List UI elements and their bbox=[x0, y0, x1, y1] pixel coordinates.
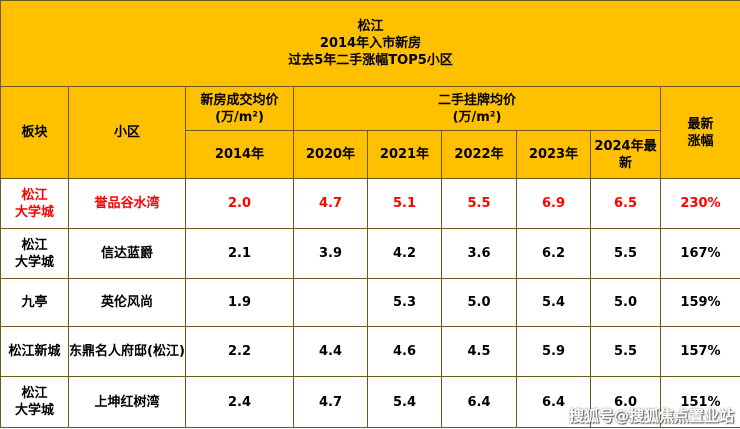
row-community: 誉品谷水湾 bbox=[68, 178, 186, 229]
title-line-1: 松江 bbox=[357, 19, 384, 34]
row-price-2014: 2.2 bbox=[185, 326, 294, 377]
row-price-2024: 5.5 bbox=[590, 326, 661, 377]
row-growth: 157% bbox=[659, 326, 740, 377]
row-price-2014: 2.1 bbox=[185, 228, 294, 279]
header-new-price-label: 新房成交均价 bbox=[200, 92, 279, 108]
header-year-2022: 2022年 bbox=[441, 130, 517, 179]
row-price-2021: 4.6 bbox=[367, 326, 442, 377]
header-second-price: 二手挂牌均价 (万/m²) bbox=[293, 86, 661, 131]
row-price-2022: 5.5 bbox=[441, 178, 517, 229]
row-price-2024: 6.5 bbox=[590, 178, 661, 229]
row-growth: 159% bbox=[659, 278, 740, 327]
table-title: 松江 2014年入市新房 过去5年二手涨幅TOP5小区 bbox=[0, 0, 740, 87]
row-price-2023: 6.9 bbox=[516, 178, 591, 229]
row-price-2022: 5.0 bbox=[441, 278, 517, 327]
table-row: 松江新城 东鼎名人府邸(松江) 2.2 4.4 4.6 4.5 5.9 5.5 … bbox=[0, 326, 740, 377]
table-row: 松江 大学城 誉品谷水湾 2.0 4.7 5.1 5.5 6.9 6.5 230… bbox=[0, 178, 740, 229]
row-block: 九亭 bbox=[0, 278, 69, 327]
header-second-price-label: 二手挂牌均价 bbox=[437, 92, 516, 108]
row-price-2021: 5.1 bbox=[367, 178, 442, 229]
row-price-2024: 5.5 bbox=[590, 228, 661, 279]
row-price-2024: 5.0 bbox=[590, 278, 661, 327]
table-row: 九亭 英伦风尚 1.9 5.3 5.0 5.4 5.0 159% bbox=[0, 278, 740, 327]
row-block-line2: 大学城 bbox=[14, 403, 54, 418]
header-year-2020: 2020年 bbox=[293, 130, 368, 179]
header-community: 小区 bbox=[68, 86, 186, 179]
row-block: 松江 大学城 bbox=[0, 178, 69, 229]
header-new-price-unit: (万/m²) bbox=[215, 109, 264, 125]
row-block-line2: 大学城 bbox=[14, 254, 54, 270]
row-block-line1: 松江 bbox=[21, 386, 48, 401]
row-price-2022: 6.4 bbox=[441, 376, 517, 428]
row-price-2021: 4.2 bbox=[367, 228, 442, 279]
row-growth: 167% bbox=[659, 228, 740, 279]
header-year-2024: 2024年最 新 bbox=[590, 130, 661, 179]
row-price-2020: 4.7 bbox=[293, 376, 368, 428]
header-year-2014: 2014年 bbox=[185, 130, 294, 179]
row-price-2020 bbox=[293, 278, 368, 327]
watermark: 搜狐号@搜狐焦点置业站 bbox=[568, 407, 734, 425]
row-price-2023: 6.2 bbox=[516, 228, 591, 279]
row-price-2022: 3.6 bbox=[441, 228, 517, 279]
row-price-2020: 4.4 bbox=[293, 326, 368, 377]
header-growth-line1: 最新 bbox=[687, 116, 714, 132]
table-row: 松江 大学城 上坤红树湾 2.4 4.7 5.4 6.4 6.4 6.0 151… bbox=[0, 376, 740, 428]
header-year-2023: 2023年 bbox=[516, 130, 591, 179]
row-community: 上坤红树湾 bbox=[68, 376, 186, 428]
header-year-2021: 2021年 bbox=[367, 130, 442, 179]
row-price-2023: 6.4 bbox=[516, 376, 591, 428]
row-community: 英伦风尚 bbox=[68, 278, 186, 327]
table-row: 松江 大学城 信达蓝爵 2.1 3.9 4.2 3.6 6.2 5.5 167% bbox=[0, 228, 740, 279]
header-year-2024-line2: 新 bbox=[618, 155, 632, 171]
row-growth: 230% bbox=[659, 178, 740, 229]
header-new-price: 新房成交均价 (万/m²) bbox=[185, 86, 294, 131]
title-line-3: 过去5年二手涨幅TOP5小区 bbox=[288, 53, 453, 68]
header-growth: 最新 涨幅 bbox=[659, 86, 740, 179]
row-price-2024: 6.0 bbox=[590, 376, 661, 428]
row-price-2021: 5.4 bbox=[367, 376, 442, 428]
row-block-line1: 松江 bbox=[21, 187, 48, 203]
row-price-2021: 5.3 bbox=[367, 278, 442, 327]
row-price-2014: 1.9 bbox=[185, 278, 294, 327]
row-price-2014: 2.4 bbox=[185, 376, 294, 428]
header-growth-line2: 涨幅 bbox=[687, 133, 714, 149]
row-price-2020: 3.9 bbox=[293, 228, 368, 279]
row-community: 东鼎名人府邸(松江) bbox=[68, 326, 186, 377]
row-price-2022: 4.5 bbox=[441, 326, 517, 377]
row-price-2023: 5.4 bbox=[516, 278, 591, 327]
header-year-2024-line1: 2024年最 bbox=[594, 138, 657, 154]
row-community: 信达蓝爵 bbox=[68, 228, 186, 279]
header-second-price-unit: (万/m²) bbox=[452, 109, 502, 125]
row-block: 松江 大学城 bbox=[0, 376, 69, 428]
row-price-2014: 2.0 bbox=[185, 178, 294, 229]
row-price-2020: 4.7 bbox=[293, 178, 368, 229]
row-block: 松江新城 bbox=[0, 326, 69, 377]
row-growth: 151% bbox=[659, 376, 740, 428]
row-price-2023: 5.9 bbox=[516, 326, 591, 377]
header-block: 板块 bbox=[0, 86, 69, 179]
row-block: 松江 大学城 bbox=[0, 228, 69, 279]
row-block-line2: 大学城 bbox=[14, 204, 54, 220]
row-block-line1: 松江 bbox=[21, 237, 48, 253]
title-line-2: 2014年入市新房 bbox=[319, 36, 422, 51]
